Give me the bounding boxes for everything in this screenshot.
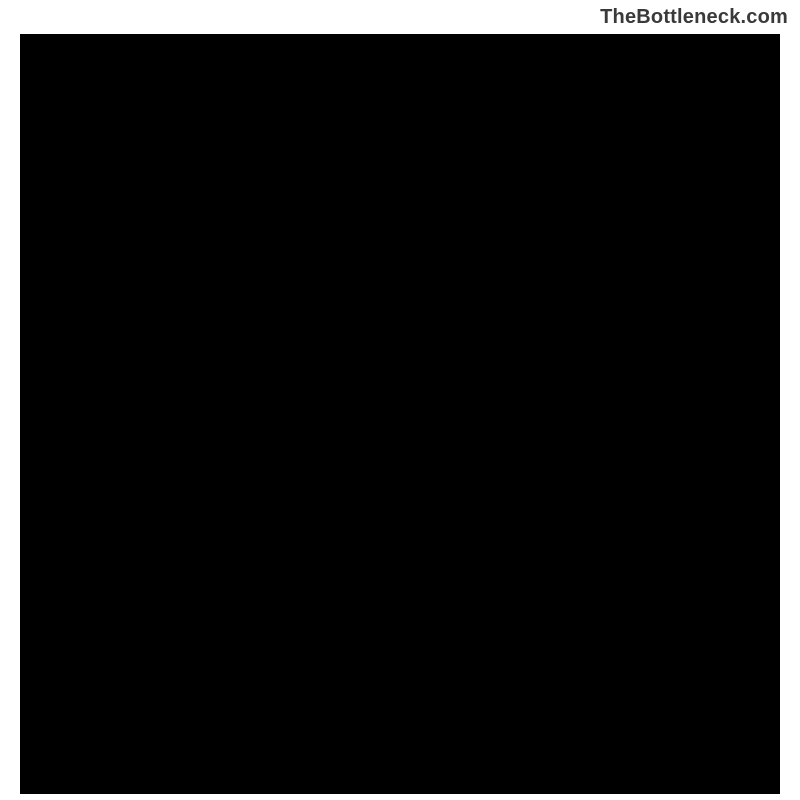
bottleneck-heatmap bbox=[0, 0, 800, 800]
image-root: TheBottleneck.com bbox=[0, 0, 800, 800]
attribution-text: TheBottleneck.com bbox=[600, 6, 788, 29]
